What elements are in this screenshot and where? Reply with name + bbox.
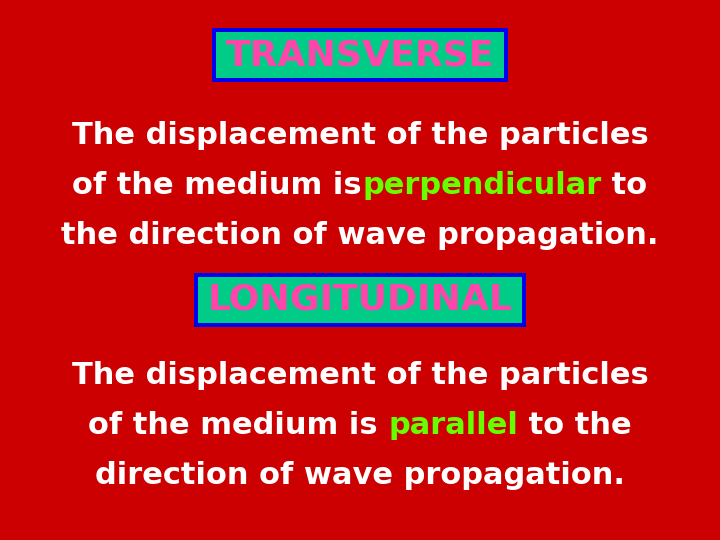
FancyBboxPatch shape	[197, 277, 523, 323]
Text: TRANSVERSE: TRANSVERSE	[226, 38, 494, 72]
Text: LONGITUDINAL: LONGITUDINAL	[207, 283, 513, 317]
FancyBboxPatch shape	[216, 32, 504, 78]
Text: to the: to the	[518, 410, 632, 440]
FancyBboxPatch shape	[212, 28, 508, 82]
Text: parallel: parallel	[388, 410, 518, 440]
Text: of the medium is: of the medium is	[88, 410, 388, 440]
FancyBboxPatch shape	[194, 273, 526, 327]
Text: The displacement of the particles: The displacement of the particles	[71, 120, 649, 150]
Text: The displacement of the particles: The displacement of the particles	[71, 361, 649, 389]
Text: of the medium is: of the medium is	[73, 171, 362, 199]
Text: direction of wave propagation.: direction of wave propagation.	[95, 461, 625, 489]
Text: to: to	[601, 171, 647, 199]
Text: perpendicular: perpendicular	[362, 171, 601, 199]
Text: the direction of wave propagation.: the direction of wave propagation.	[61, 220, 659, 249]
